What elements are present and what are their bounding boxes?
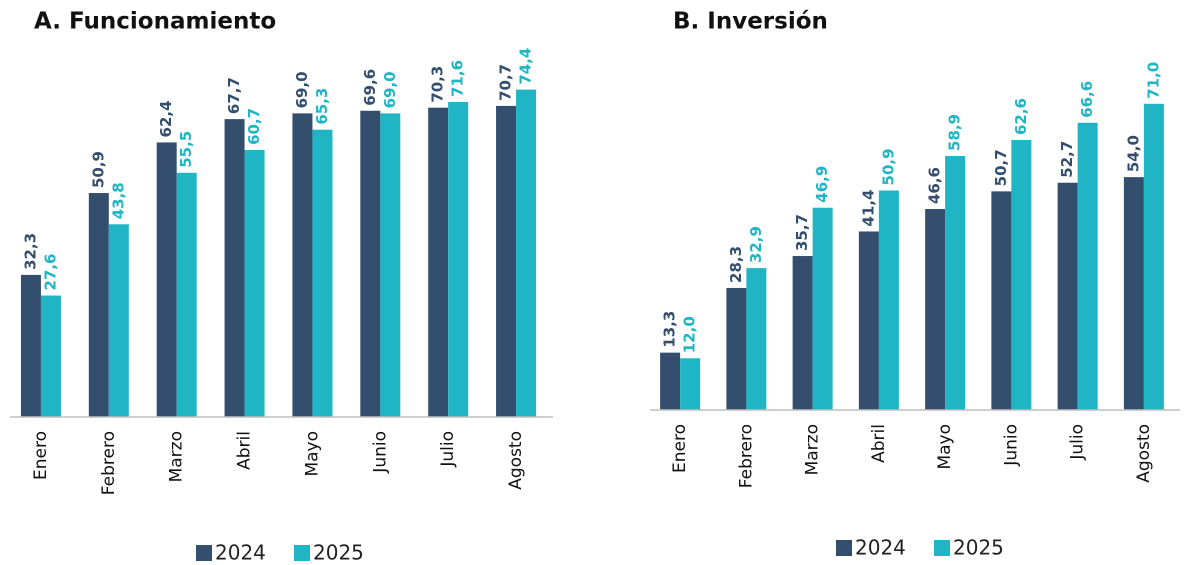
x-tick-label: Febrero [99, 431, 119, 495]
value-label: 65,3 [313, 88, 331, 125]
bar [20, 274, 41, 417]
value-label: 13,3 [661, 311, 679, 348]
value-label: 66,6 [1078, 81, 1096, 118]
bar [448, 101, 469, 418]
bar [244, 149, 265, 418]
legend-swatch [294, 545, 310, 561]
bar [88, 193, 109, 417]
x-tick-label: Julio [1068, 424, 1088, 461]
value-label: 41,4 [859, 189, 877, 226]
value-label: 12,0 [681, 316, 699, 353]
value-label: 54,0 [1124, 135, 1142, 172]
chart-title: A. Funcionamiento [34, 9, 276, 35]
value-label: 70,3 [429, 66, 447, 103]
value-label: 69,0 [381, 71, 399, 108]
bar [812, 207, 833, 410]
bar [428, 107, 449, 418]
value-label: 46,9 [813, 166, 831, 203]
bar [726, 287, 747, 410]
bar [224, 119, 245, 418]
value-label: 46,6 [926, 167, 944, 204]
value-label: 32,9 [747, 226, 765, 263]
bar [292, 113, 313, 418]
bar [360, 110, 381, 417]
legend-label: 2025 [313, 541, 364, 565]
value-label: 71,6 [449, 60, 467, 97]
x-tick-label: Febrero [736, 424, 756, 488]
value-label: 62,4 [157, 100, 175, 137]
legend-swatch [836, 540, 852, 556]
value-label: 60,7 [245, 108, 263, 145]
value-label: 69,6 [361, 69, 379, 106]
bar [858, 231, 879, 410]
bar [156, 142, 177, 417]
value-label: 27,6 [41, 254, 59, 291]
bar [1143, 103, 1164, 410]
value-label: 74,4 [517, 48, 535, 85]
bar [380, 113, 401, 418]
bar [680, 358, 701, 410]
x-tick-label: Agosto [1134, 424, 1154, 483]
bar [516, 89, 537, 417]
bar [1057, 182, 1078, 410]
bar [991, 191, 1012, 410]
value-label: 52,7 [1058, 141, 1076, 178]
x-tick-label: Marzo [803, 424, 823, 475]
bar [1077, 122, 1098, 410]
legend-swatch [934, 540, 950, 556]
bar [792, 256, 813, 410]
value-label: 58,9 [946, 114, 964, 151]
legend-label: 2025 [953, 536, 1004, 560]
legend-label: 2024 [215, 541, 266, 565]
bar [925, 209, 946, 410]
bar [878, 190, 899, 410]
value-label: 62,6 [1012, 98, 1030, 135]
bar [496, 105, 517, 418]
bar [312, 129, 333, 417]
x-tick-label: Marzo [167, 431, 187, 482]
x-tick-label: Mayo [302, 431, 322, 477]
value-label: 32,3 [21, 233, 39, 270]
bar [40, 295, 61, 417]
value-label: 35,7 [793, 214, 811, 251]
value-label: 71,0 [1144, 62, 1162, 99]
bar [1123, 177, 1144, 410]
bar [1011, 140, 1032, 410]
bar [945, 155, 966, 410]
bar [176, 172, 197, 417]
x-tick-label: Abril [235, 431, 255, 470]
x-tick-label: Junio [1001, 424, 1021, 467]
value-label: 28,3 [727, 246, 745, 283]
x-tick-label: Mayo [935, 424, 955, 470]
value-label: 69,0 [293, 71, 311, 108]
value-label: 43,8 [109, 182, 127, 219]
bar [108, 224, 129, 417]
value-label: 55,5 [177, 131, 195, 168]
bar [660, 352, 681, 410]
value-label: 50,9 [879, 148, 897, 185]
x-tick-label: Enero [31, 431, 51, 480]
x-tick-label: Agosto [506, 431, 526, 490]
x-tick-label: Abril [869, 424, 889, 463]
x-tick-label: Junio [370, 431, 390, 474]
value-label: 50,7 [992, 149, 1010, 186]
value-label: 67,7 [225, 77, 243, 114]
legend-swatch [196, 545, 212, 561]
x-tick-label: Enero [670, 424, 690, 473]
value-label: 50,9 [89, 151, 107, 188]
legend-label: 2024 [855, 536, 906, 560]
chart-title: B. Inversión [673, 9, 828, 35]
bar [746, 268, 767, 410]
value-label: 70,7 [497, 64, 515, 101]
x-tick-label: Julio [438, 431, 458, 468]
